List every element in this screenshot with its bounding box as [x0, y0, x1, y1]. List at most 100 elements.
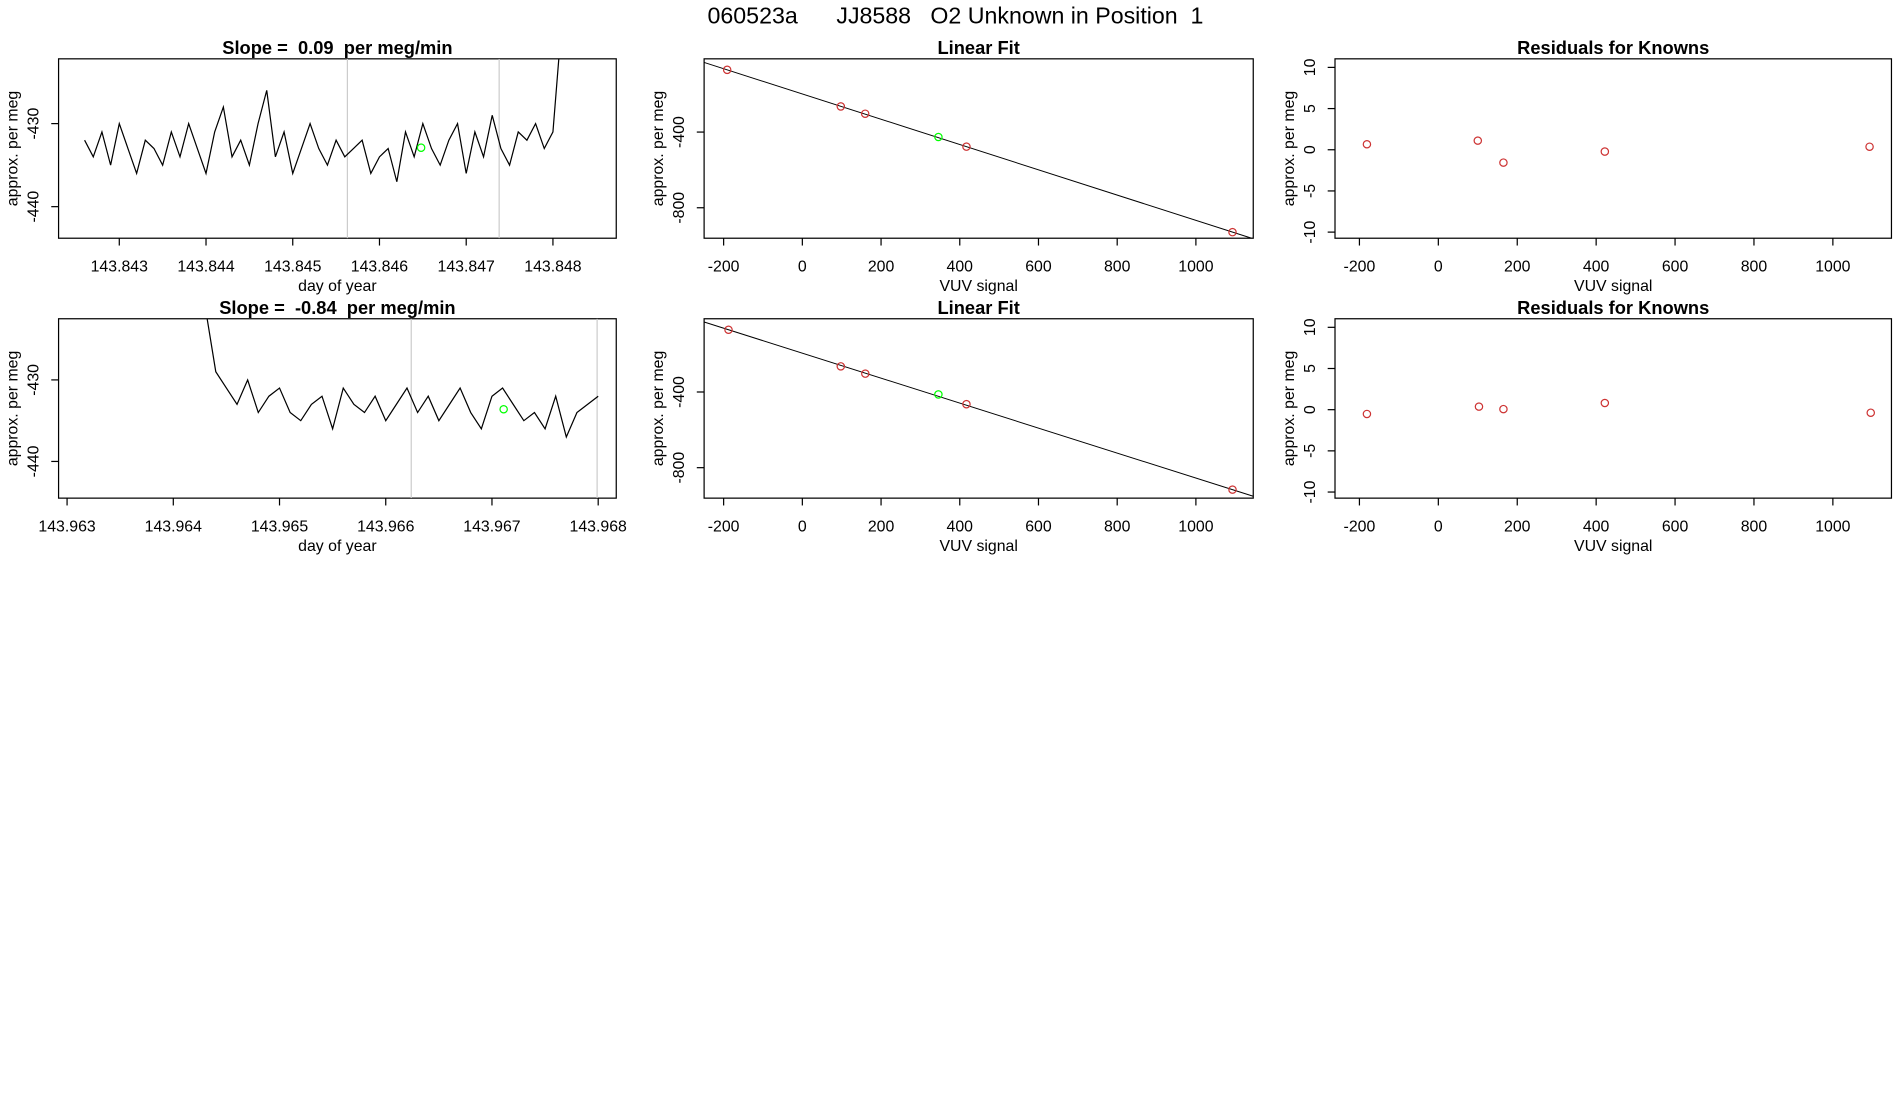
- x-tick-label: 143.843: [91, 259, 149, 276]
- x-tick-label: 143.844: [177, 259, 235, 276]
- x-tick-label: 200: [1504, 519, 1531, 536]
- x-tick-label: 400: [1583, 519, 1610, 536]
- y-tick-label: -430: [25, 364, 42, 396]
- plot-frame: [1334, 58, 1893, 239]
- point: [1866, 408, 1876, 417]
- point: [1499, 158, 1508, 167]
- unknown-point: [499, 404, 508, 414]
- y-tick-label: -430: [25, 108, 42, 140]
- x-tick-label: 800: [1741, 259, 1768, 276]
- y-tick-label: -5: [1302, 184, 1319, 198]
- y-tick-label: 5: [1302, 364, 1319, 373]
- y-axis-label: approx. per meg: [5, 351, 22, 466]
- plot-area: [206, 318, 599, 499]
- x-tick-label: 600: [1662, 259, 1689, 276]
- data-line: [206, 318, 599, 439]
- point: [1228, 227, 1237, 237]
- plot-frame: [703, 318, 1254, 499]
- y-tick-label: 5: [1302, 104, 1319, 113]
- x-tick-label: 143.847: [438, 259, 496, 276]
- x-tick-label: 1000: [1815, 259, 1850, 276]
- plot-frame: [1334, 318, 1893, 499]
- x-tick-label: 400: [1583, 259, 1610, 276]
- y-tick-label: -400: [671, 116, 688, 148]
- x-tick-label: 1000: [1178, 519, 1213, 536]
- panel: Residuals for Knowns VUV signal approx. pe…: [1281, 37, 1893, 295]
- y-axis-label: approx. per meg: [1281, 351, 1298, 466]
- x-tick-label: 0: [798, 259, 807, 276]
- chart-title: Residuals for Knowns: [1517, 37, 1709, 58]
- x-axis-label: VUV signal: [939, 538, 1017, 555]
- x-axis-label: VUV signal: [939, 278, 1017, 295]
- x-tick-label: 600: [1662, 519, 1689, 536]
- point: [1600, 147, 1610, 156]
- point: [1499, 404, 1508, 414]
- chart-title: Slope = 0.09 per meg/min: [222, 37, 452, 58]
- x-tick-label: 400: [947, 519, 974, 536]
- chart-title: Residuals for Knowns: [1517, 297, 1709, 318]
- x-axis-label: day of year: [298, 538, 377, 555]
- chart-title: Linear Fit: [937, 297, 1019, 318]
- x-tick-label: 1000: [1178, 259, 1213, 276]
- point: [860, 109, 870, 118]
- x-tick-label: 0: [1434, 519, 1443, 536]
- x-tick-label: 143.965: [251, 519, 309, 536]
- x-tick-label: -200: [1344, 519, 1376, 536]
- x-tick-label: 143.846: [351, 259, 409, 276]
- panel: Slope = -0.84 per meg/min day of year appr…: [5, 297, 628, 555]
- plot-area: [704, 321, 1254, 497]
- plot-area: [84, 58, 560, 239]
- chart-title: Linear Fit: [937, 37, 1019, 58]
- y-tick-label: -10: [1302, 220, 1319, 243]
- point: [1362, 409, 1372, 419]
- panel: Residuals for Knowns VUV signal approx. pe…: [1281, 297, 1893, 555]
- point: [722, 65, 732, 75]
- point: [934, 390, 943, 399]
- point: [1362, 139, 1372, 149]
- y-axis-label: approx. per meg: [650, 351, 667, 466]
- y-tick-label: -800: [671, 192, 688, 224]
- x-tick-label: 143.967: [463, 519, 521, 536]
- point: [1228, 485, 1237, 494]
- x-tick-label: 800: [1741, 519, 1768, 536]
- plot-area: [1362, 136, 1874, 167]
- panel: Linear Fit VUV signal approx. per meg -200 0…: [650, 37, 1254, 295]
- point: [1865, 142, 1874, 151]
- point: [934, 132, 943, 142]
- plot-frame: [57, 318, 617, 499]
- fit-line: [704, 61, 1254, 239]
- x-tick-label: 143.968: [570, 519, 628, 536]
- x-tick-label: 143.963: [38, 519, 96, 536]
- y-tick-label: -440: [25, 191, 42, 223]
- x-tick-label: 800: [1104, 519, 1131, 536]
- y-axis-label: approx. per meg: [1281, 91, 1298, 206]
- panel: Linear Fit VUV signal approx. per meg -200 0…: [650, 297, 1254, 555]
- x-tick-label: -200: [708, 519, 740, 536]
- y-axis-label: approx. per meg: [5, 91, 22, 206]
- x-tick-label: -200: [1344, 259, 1376, 276]
- point: [1473, 136, 1483, 145]
- x-axis-label: VUV signal: [1574, 278, 1652, 295]
- x-axis-label: VUV signal: [1574, 538, 1652, 555]
- x-tick-label: 1000: [1815, 519, 1850, 536]
- fit-line: [704, 321, 1254, 497]
- point: [861, 369, 870, 378]
- x-axis-label: day of year: [298, 278, 377, 295]
- x-tick-label: 143.964: [145, 519, 203, 536]
- plot-area: [1362, 398, 1876, 419]
- x-tick-label: 200: [868, 519, 895, 536]
- point: [1474, 402, 1484, 411]
- y-tick-label: -10: [1302, 480, 1319, 503]
- y-tick-label: -5: [1302, 444, 1319, 458]
- plot-area: [704, 61, 1254, 239]
- x-tick-label: 200: [868, 259, 895, 276]
- x-tick-label: 143.848: [524, 259, 582, 276]
- y-tick-label: 10: [1302, 318, 1319, 336]
- point: [836, 362, 846, 371]
- x-tick-label: 143.845: [264, 259, 322, 276]
- x-tick-label: 600: [1025, 259, 1052, 276]
- point: [724, 325, 733, 335]
- x-tick-label: 0: [798, 519, 807, 536]
